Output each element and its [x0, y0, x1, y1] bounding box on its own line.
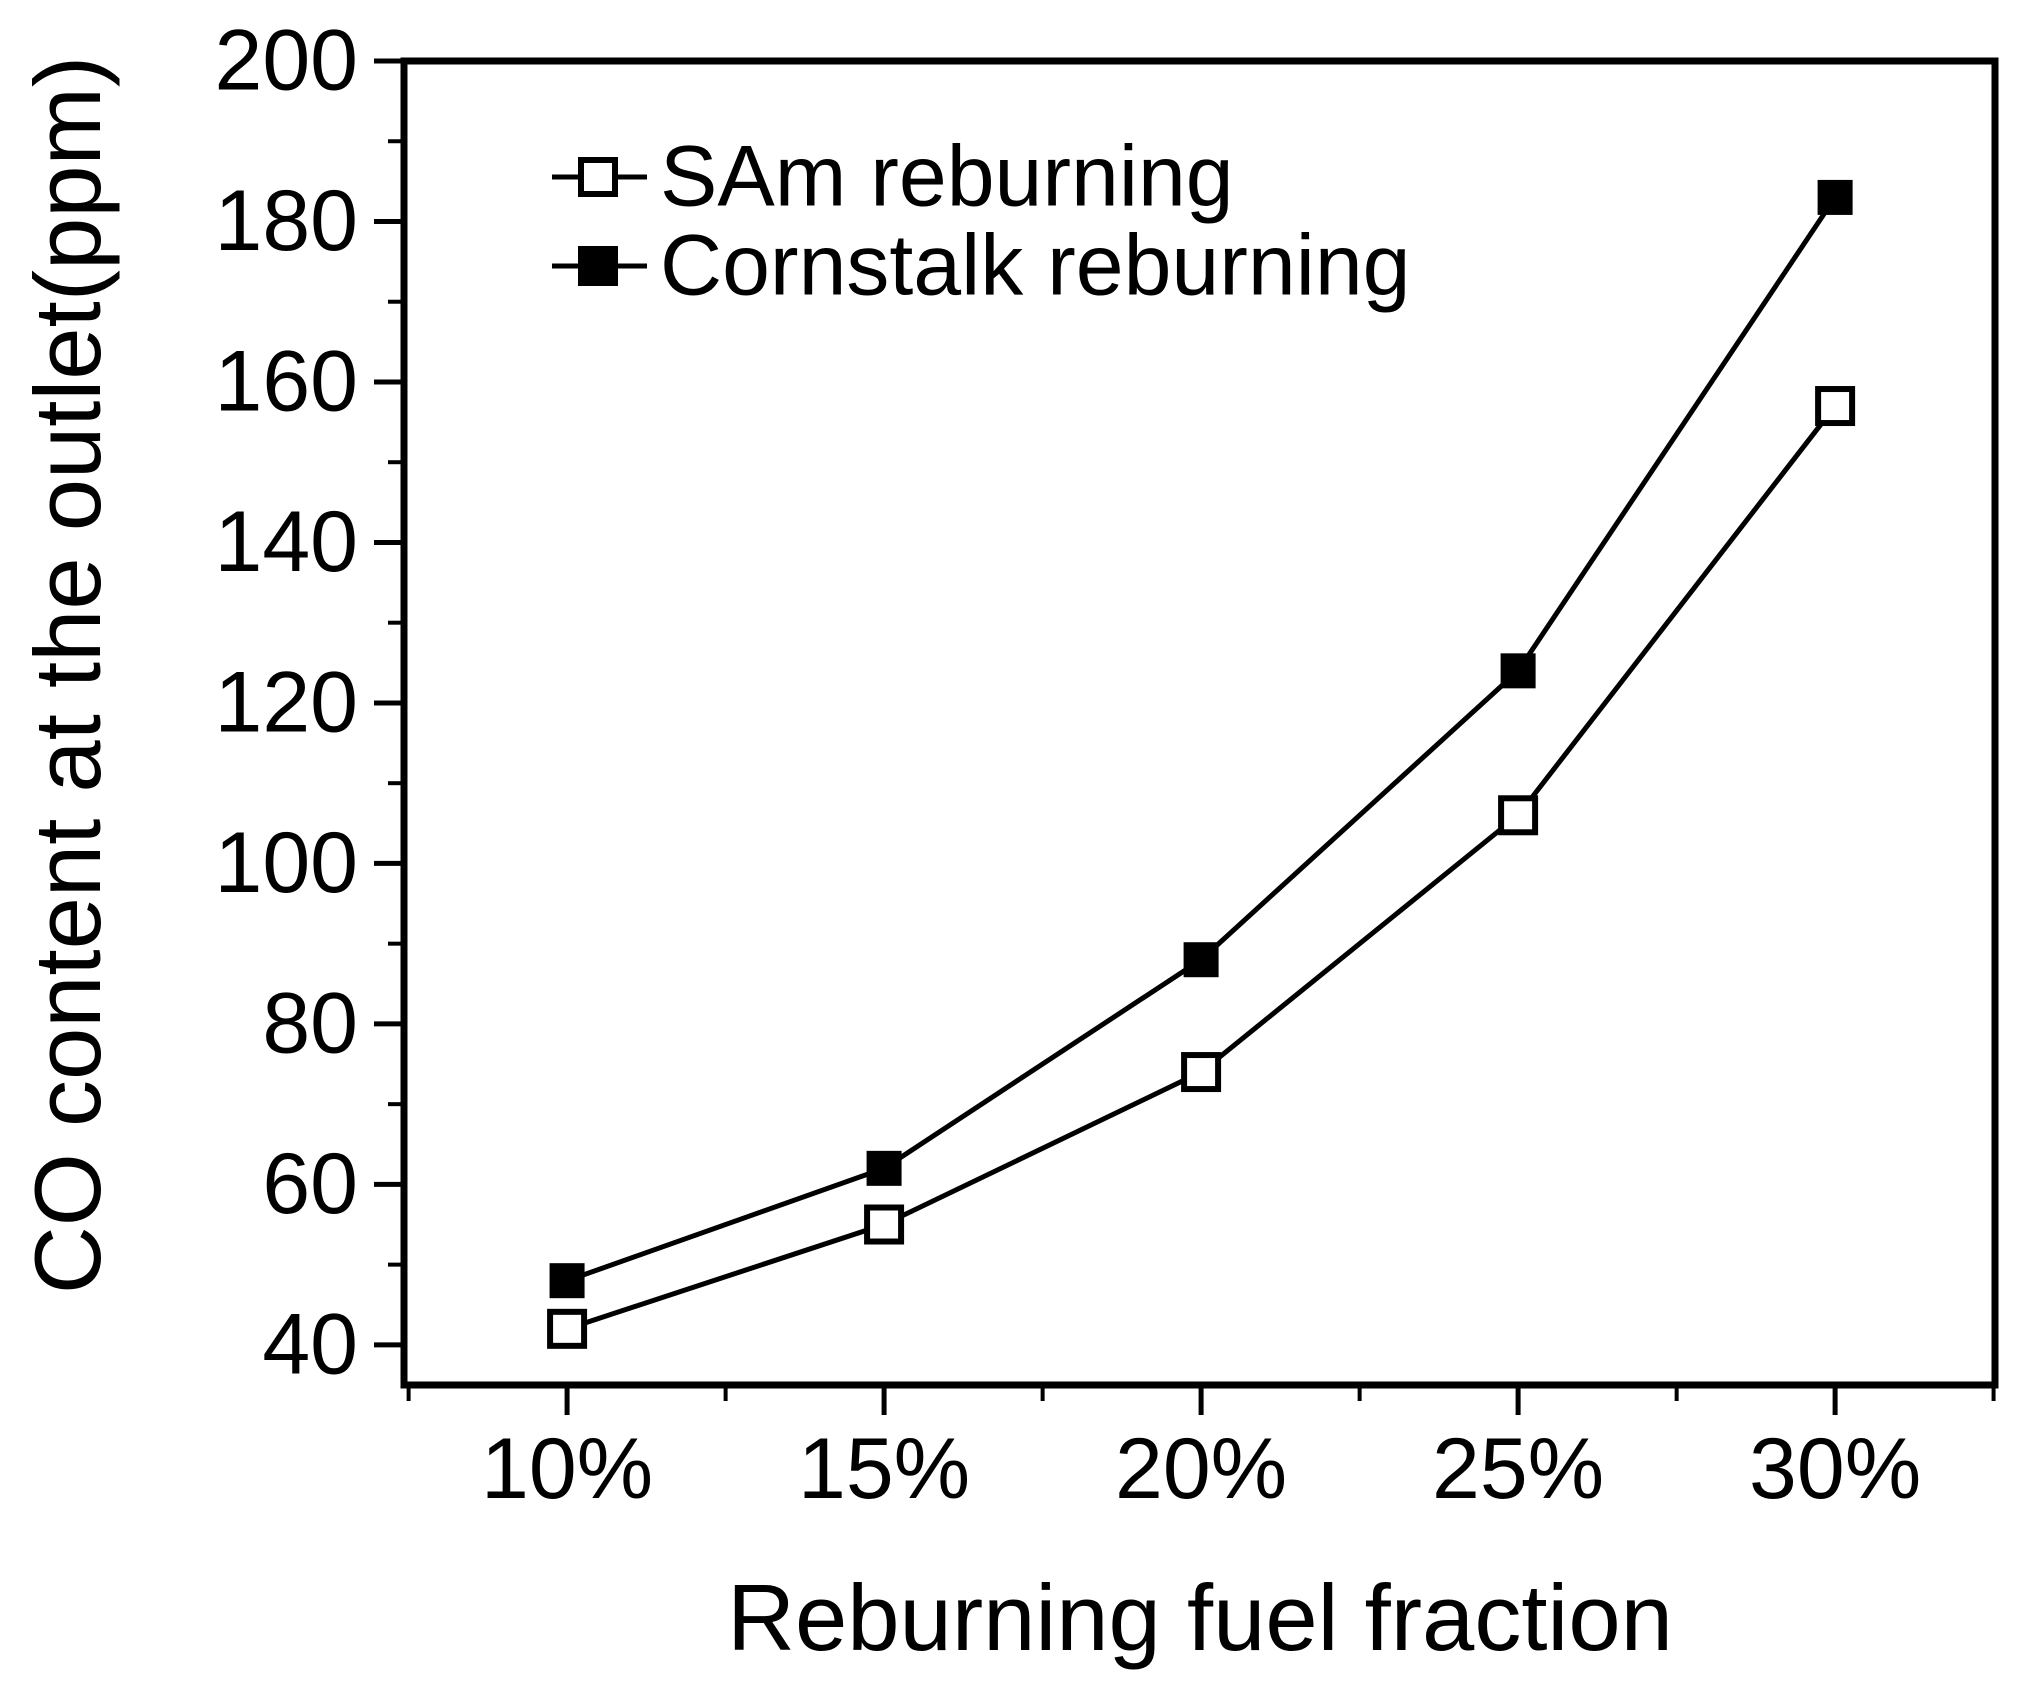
legend: SAm reburning Cornstalk reburning — [552, 128, 1410, 313]
data-point-filled-square — [1817, 179, 1853, 215]
data-point-filled-square — [549, 1263, 585, 1299]
y-tick-label: 60 — [262, 1136, 358, 1232]
x-tick-label: 10% — [481, 1421, 653, 1517]
data-point-open-square — [547, 1308, 588, 1349]
data-point-open-square — [1498, 795, 1539, 836]
y-tick-label: 160 — [215, 333, 359, 429]
series-line-filled-square — [566, 196, 1838, 1284]
x-tick-label: 15% — [798, 1421, 970, 1517]
series-line-open-square — [566, 404, 1838, 1332]
legend-item-sam-reburning: SAm reburning — [552, 128, 1234, 224]
y-axis-ticks — [374, 58, 404, 1348]
y-tick-label: 100 — [215, 815, 359, 911]
y-tick-label: 80 — [262, 975, 358, 1071]
data-series — [547, 179, 1856, 1349]
data-point-open-square — [1815, 386, 1856, 427]
y-tick-label: 200 — [215, 12, 359, 108]
data-point-open-square — [864, 1204, 905, 1245]
data-point-filled-square — [1183, 942, 1219, 978]
legend-label-sam: SAm reburning — [660, 128, 1234, 224]
x-tick-label: 30% — [1749, 1421, 1921, 1517]
data-point-filled-square — [866, 1150, 902, 1186]
y-axis-title: CO content at the outlet(ppm) — [15, 56, 120, 1294]
data-point-filled-square — [1500, 653, 1536, 689]
x-tick-label: 20% — [1115, 1421, 1287, 1517]
y-tick-label: 140 — [215, 494, 359, 590]
x-axis-tick-labels: 10% 15% 20% 25% 30% — [481, 1421, 1921, 1517]
data-point-open-square — [1181, 1052, 1222, 1093]
legend-label-cornstalk: Cornstalk reburning — [660, 217, 1410, 313]
x-axis-title: Reburning fuel fraction — [727, 1565, 1673, 1670]
x-tick-label: 25% — [1432, 1421, 1604, 1517]
filled-square-marker-icon — [578, 246, 618, 286]
y-tick-label: 120 — [215, 654, 359, 750]
x-axis-ticks — [406, 1385, 1996, 1415]
y-axis-tick-labels: 40 60 80 100 120 140 160 180 200 — [215, 12, 359, 1392]
legend-item-cornstalk-reburning: Cornstalk reburning — [552, 217, 1410, 313]
y-tick-label: 40 — [262, 1296, 358, 1392]
y-tick-label: 180 — [215, 173, 359, 269]
open-square-marker-icon — [578, 157, 618, 197]
